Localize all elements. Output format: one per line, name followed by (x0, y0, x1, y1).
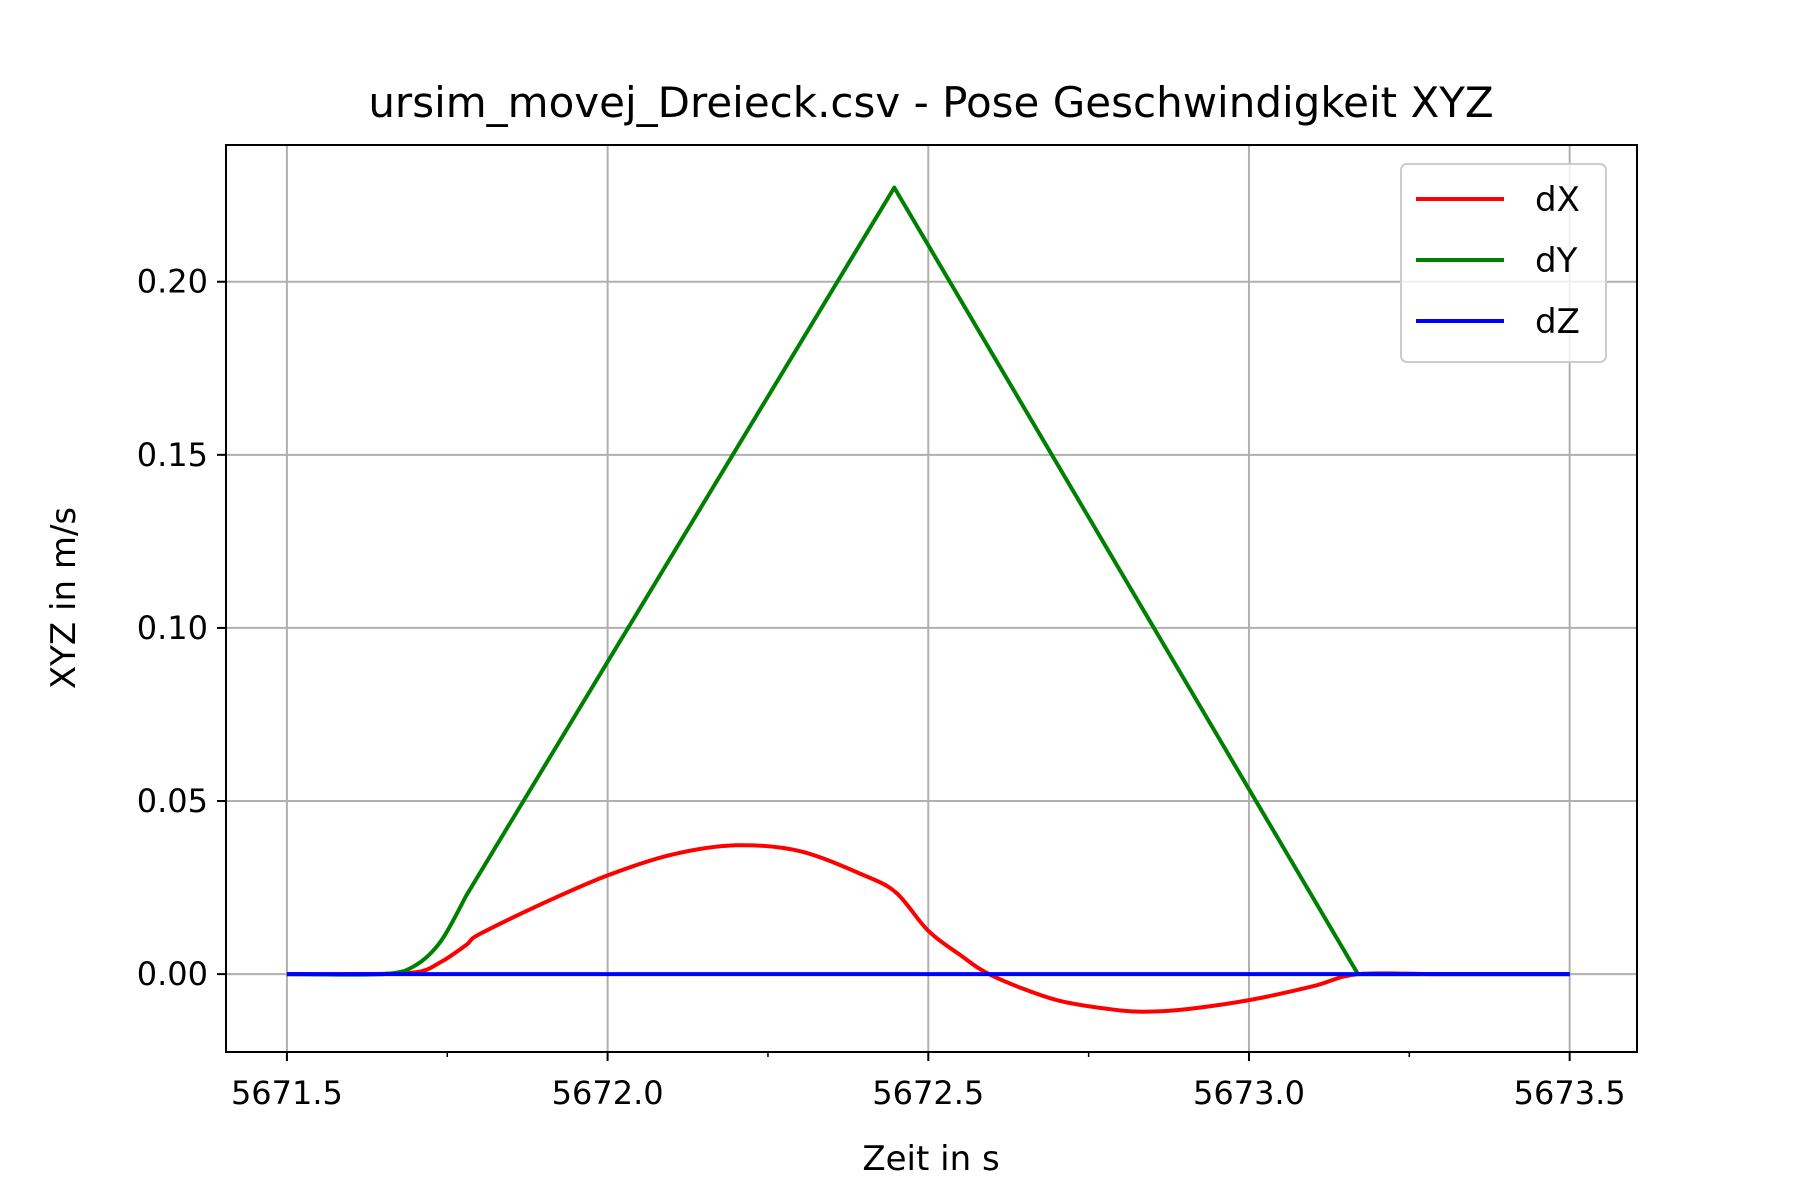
x-tick-label: 5671.5 (231, 1074, 343, 1112)
series-lines (286, 185, 1570, 1014)
plot-frame (225, 144, 1638, 1053)
legend-label-dz: dZ (1535, 302, 1580, 342)
legend-label-dx: dX (1535, 180, 1580, 220)
y-axis-label: XYZ in m/s (44, 507, 84, 689)
legend-label-dy: dY (1535, 241, 1578, 281)
y-tick-label: 0.00 (137, 955, 208, 993)
legend-box (1400, 163, 1607, 363)
x-tick-label: 5672.0 (552, 1074, 664, 1112)
y-tick-label: 0.15 (137, 436, 208, 474)
chart-title: ursim_movej_Dreieck.csv - Pose Geschwind… (368, 78, 1493, 127)
y-tick-label: 0.10 (137, 609, 208, 647)
x-tick-label: 5672.5 (872, 1074, 984, 1112)
y-tick-label: 0.05 (137, 782, 208, 820)
legend: dX dY dZ (1400, 163, 1607, 363)
x-tick-label: 5673.0 (1193, 1074, 1305, 1112)
x-tick-label: 5673.5 (1514, 1074, 1626, 1112)
axis-ticks: 5671.5 5672.0 5672.5 5673.0 5673.5 0.00 0.05 0.… (137, 263, 1626, 1112)
series-line-dx (286, 843, 1570, 1014)
x-axis-label: Zeit in s (862, 1139, 999, 1179)
y-tick-label: 0.20 (137, 263, 208, 301)
